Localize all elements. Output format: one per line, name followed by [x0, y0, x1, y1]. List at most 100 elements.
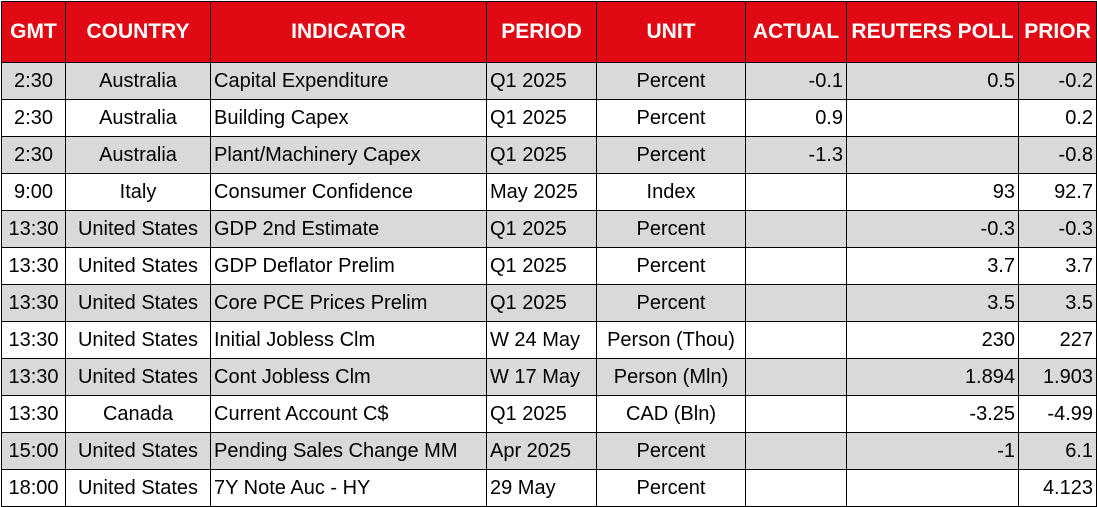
header-period: PERIOD	[486, 1, 597, 63]
cell-unit: Percent	[596, 62, 746, 100]
table-row: 9:00 Italy Consumer Confidence May 2025 Inde…	[1, 173, 1097, 211]
cell-actual	[745, 432, 847, 470]
cell-country: United States	[65, 284, 211, 322]
cell-actual	[745, 321, 847, 359]
table-row: 2:30 Australia Building Capex Q1 2025 Percen…	[1, 99, 1097, 137]
cell-gmt: 15:00	[1, 432, 66, 470]
cell-country: United States	[65, 432, 211, 470]
cell-reuters-poll: 3.7	[846, 247, 1019, 285]
cell-actual: -0.1	[745, 62, 847, 100]
cell-indicator: 7Y Note Auc - HY	[210, 469, 487, 507]
cell-actual	[745, 284, 847, 322]
cell-unit: Percent	[596, 432, 746, 470]
cell-prior: 3.5	[1018, 284, 1097, 322]
cell-indicator: Initial Jobless Clm	[210, 321, 487, 359]
header-row: GMT COUNTRY INDICATOR PERIOD UNIT ACTUAL…	[1, 1, 1097, 63]
cell-gmt: 13:30	[1, 210, 66, 248]
cell-period: Q1 2025	[486, 284, 597, 322]
cell-period: Q1 2025	[486, 62, 597, 100]
cell-reuters-poll: -1	[846, 432, 1019, 470]
cell-period: Q1 2025	[486, 395, 597, 433]
table-row: 13:30 United States Cont Jobless Clm W 17 M…	[1, 358, 1097, 396]
cell-gmt: 9:00	[1, 173, 66, 211]
table-row: 13:30 United States Initial Jobless Clm W 2…	[1, 321, 1097, 359]
cell-country: Australia	[65, 136, 211, 174]
cell-period: Q1 2025	[486, 247, 597, 285]
cell-reuters-poll: 0.5	[846, 62, 1019, 100]
table-row: 13:30 United States GDP Deflator Prelim Q1 …	[1, 247, 1097, 285]
cell-reuters-poll: -0.3	[846, 210, 1019, 248]
cell-gmt: 2:30	[1, 136, 66, 174]
cell-unit: CAD (Bln)	[596, 395, 746, 433]
cell-unit: Percent	[596, 136, 746, 174]
cell-prior: 0.2	[1018, 99, 1097, 137]
cell-reuters-poll: 230	[846, 321, 1019, 359]
cell-prior: 4.123	[1018, 469, 1097, 507]
cell-indicator: GDP Deflator Prelim	[210, 247, 487, 285]
cell-gmt: 13:30	[1, 358, 66, 396]
cell-gmt: 13:30	[1, 395, 66, 433]
cell-reuters-poll: -3.25	[846, 395, 1019, 433]
header-prior: PRIOR	[1018, 1, 1097, 63]
cell-prior: 227	[1018, 321, 1097, 359]
cell-indicator: Core PCE Prices Prelim	[210, 284, 487, 322]
header-indicator: INDICATOR	[210, 1, 487, 63]
cell-reuters-poll	[846, 469, 1019, 507]
cell-country: United States	[65, 210, 211, 248]
cell-actual: 0.9	[745, 99, 847, 137]
cell-country: Canada	[65, 395, 211, 433]
table-row: 15:00 United States Pending Sales Change M…	[1, 432, 1097, 470]
cell-country: United States	[65, 469, 211, 507]
cell-gmt: 13:30	[1, 247, 66, 285]
cell-period: 29 May	[486, 469, 597, 507]
header-country: COUNTRY	[65, 1, 211, 63]
cell-actual	[745, 247, 847, 285]
cell-period: Q1 2025	[486, 136, 597, 174]
cell-unit: Index	[596, 173, 746, 211]
cell-unit: Percent	[596, 99, 746, 137]
cell-gmt: 2:30	[1, 99, 66, 137]
cell-period: Q1 2025	[486, 99, 597, 137]
cell-indicator: Consumer Confidence	[210, 173, 487, 211]
table-row: 18:00 United States 7Y Note Auc - HY 29 May…	[1, 469, 1097, 507]
cell-unit: Percent	[596, 247, 746, 285]
cell-indicator: Capital Expenditure	[210, 62, 487, 100]
cell-indicator: Building Capex	[210, 99, 487, 137]
cell-unit: Person (Thou)	[596, 321, 746, 359]
cell-indicator: Cont Jobless Clm	[210, 358, 487, 396]
cell-reuters-poll	[846, 99, 1019, 137]
cell-unit: Percent	[596, 469, 746, 507]
table-row: 13:30 United States GDP 2nd Estimate Q1 202…	[1, 210, 1097, 248]
cell-reuters-poll	[846, 136, 1019, 174]
cell-country: Australia	[65, 99, 211, 137]
cell-prior: -0.2	[1018, 62, 1097, 100]
cell-prior: 92.7	[1018, 173, 1097, 211]
cell-indicator: Current Account C$	[210, 395, 487, 433]
cell-prior: 1.903	[1018, 358, 1097, 396]
cell-gmt: 18:00	[1, 469, 66, 507]
cell-prior: 3.7	[1018, 247, 1097, 285]
cell-country: Italy	[65, 173, 211, 211]
cell-prior: -4.99	[1018, 395, 1097, 433]
cell-unit: Percent	[596, 210, 746, 248]
cell-actual	[745, 358, 847, 396]
cell-period: Apr 2025	[486, 432, 597, 470]
cell-reuters-poll: 1.894	[846, 358, 1019, 396]
cell-actual	[745, 210, 847, 248]
cell-country: United States	[65, 321, 211, 359]
cell-indicator: Plant/Machinery Capex	[210, 136, 487, 174]
cell-period: W 24 May	[486, 321, 597, 359]
header-unit: UNIT	[596, 1, 746, 63]
cell-actual	[745, 395, 847, 433]
cell-reuters-poll: 93	[846, 173, 1019, 211]
table-body: 2:30 Australia Capital Expenditure Q1 2025 P…	[1, 62, 1097, 507]
cell-period: W 17 May	[486, 358, 597, 396]
cell-actual: -1.3	[745, 136, 847, 174]
cell-indicator: GDP 2nd Estimate	[210, 210, 487, 248]
cell-unit: Percent	[596, 284, 746, 322]
table-row: 2:30 Australia Plant/Machinery Capex Q1 202…	[1, 136, 1097, 174]
table-row: 13:30 Canada Current Account C$ Q1 2025 CAD …	[1, 395, 1097, 433]
table-row: 13:30 United States Core PCE Prices Prelim…	[1, 284, 1097, 322]
cell-gmt: 13:30	[1, 321, 66, 359]
cell-country: Australia	[65, 62, 211, 100]
